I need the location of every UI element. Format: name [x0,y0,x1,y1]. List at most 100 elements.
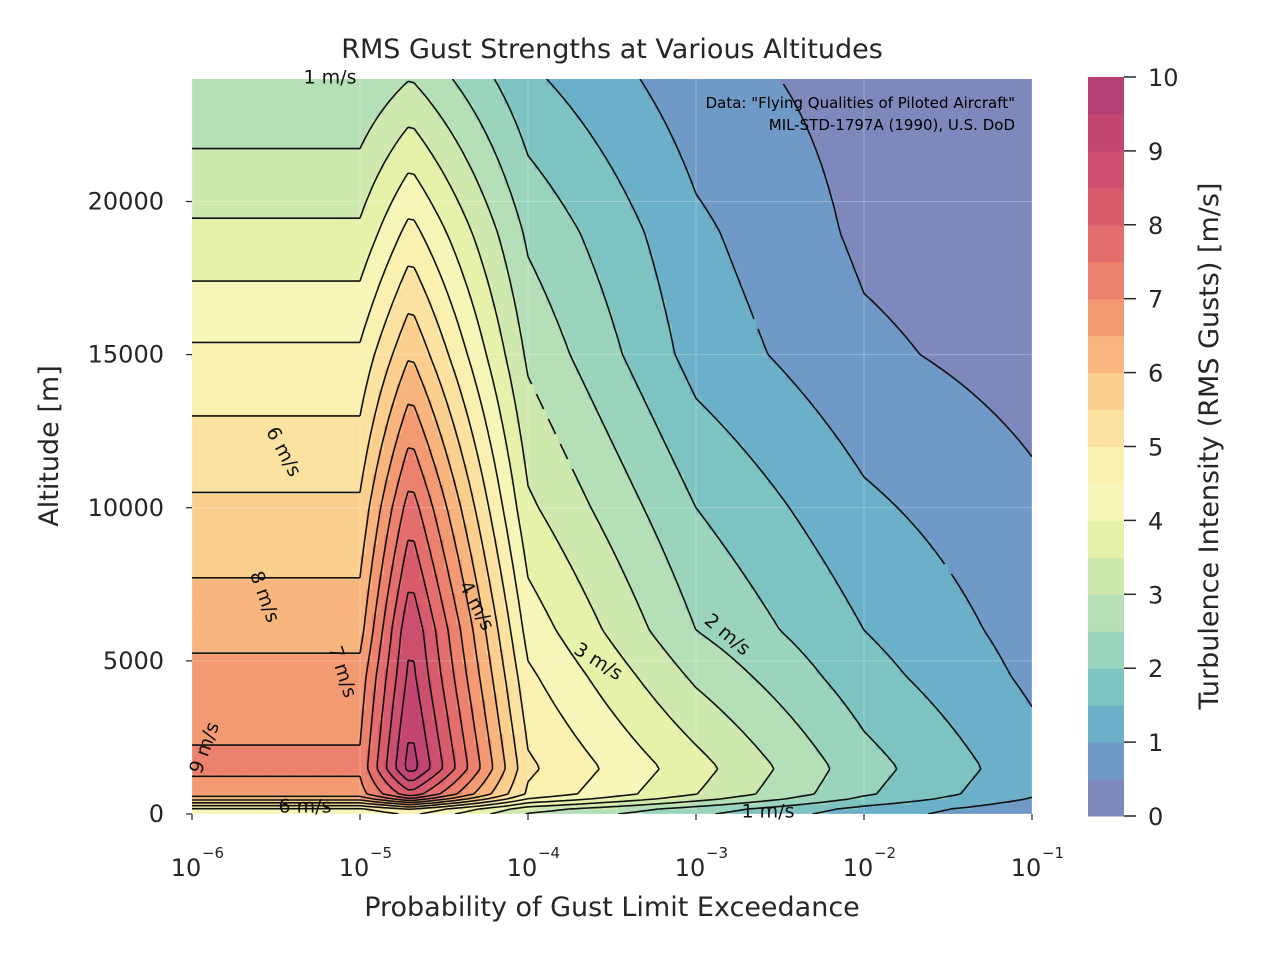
contour-cell [486,704,493,710]
contour-cell [618,679,625,685]
contour-cell [600,744,607,750]
contour-cell [324,684,331,690]
contour-cell [744,774,751,780]
contour-cell [690,774,697,780]
contour-cell [828,724,835,730]
contour-cell [936,699,943,705]
contour-cell [912,639,919,645]
contour-cell [318,674,325,680]
contour-cell [360,809,367,814]
contour-cell [720,759,727,765]
contour-cell [774,799,781,805]
contour-cell [708,809,715,814]
contour-cell [762,749,769,755]
contour-cell [396,754,403,760]
contour-cell [708,679,715,685]
contour-cell [570,684,577,690]
contour-cell [870,809,877,814]
contour-cell [648,779,655,785]
contour-cell [786,654,793,660]
contour-cell [894,719,901,725]
contour-cell [828,639,835,645]
contour-cell [240,754,247,760]
contour-cell [600,774,607,780]
contour-cell [462,699,469,705]
contour-cell [306,674,313,680]
contour-cell [894,729,901,735]
contour-cell [204,689,211,695]
contour-cell [510,789,517,795]
contour-cell [936,779,943,785]
contour-cell [702,714,709,720]
contour-cell [240,749,247,755]
contour-cell [708,784,715,790]
contour-cell [498,719,505,725]
contour-cell [240,699,247,705]
contour-cell [552,749,559,755]
contour-cell [894,799,901,805]
contour-cell [870,659,877,665]
contour-cell [846,774,853,780]
contour-cell [888,649,895,655]
contour-cell [198,674,205,680]
contour-cell [840,764,847,770]
contour-cell [942,659,949,665]
contour-cell [594,774,601,780]
contour-cell [396,789,403,795]
contour-cell [792,809,799,814]
contour-cell [966,784,973,790]
contour-cell [624,709,631,715]
contour-cell [768,759,775,765]
contour-cell [204,659,211,665]
contour-cell [570,769,577,775]
contour-cell [372,714,379,720]
contour-cell [330,639,337,645]
contour-cell [246,784,253,790]
contour-cell [540,779,547,785]
contour-cell [978,779,985,785]
contour-cell [738,744,745,750]
contour-cell [894,774,901,780]
contour-cell [564,799,571,805]
contour-cell [948,759,955,765]
contour-cell [702,734,709,740]
contour-cell [330,729,337,735]
contour-cell [804,709,811,715]
contour-cell [660,779,667,785]
contour-cell [312,799,319,805]
contour-cell [192,714,199,720]
contour-cell [594,674,601,680]
contour-cell [906,684,913,690]
contour-cell [510,739,517,745]
contour-cell [762,644,769,650]
contour-cell [450,724,457,730]
contour-cell [798,784,805,790]
contour-cell [630,699,637,705]
contour-cell [330,704,337,710]
contour-cell [714,794,721,800]
contour-cell [354,689,361,695]
contour-cell [312,754,319,760]
contour-cell [210,694,217,700]
contour-cell [678,759,685,765]
contour-cell [384,779,391,785]
contour-cell [798,699,805,705]
contour-cell [438,714,445,720]
contour-cell [504,804,511,810]
contour-cell [582,694,589,700]
contour-cell [714,789,721,795]
contour-cell [852,669,859,675]
contour-cell [774,714,781,720]
contour-cell [282,694,289,700]
contour-cell [588,669,595,675]
contour-cell [306,684,313,690]
contour-cell [288,674,295,680]
contour-cell [258,754,265,760]
contour-cell [720,664,727,670]
contour-cell [348,684,355,690]
contour-cell [816,754,823,760]
contour-cell [846,679,853,685]
contour-cell [762,654,769,660]
contour-cell [828,794,835,800]
contour-cell [624,744,631,750]
